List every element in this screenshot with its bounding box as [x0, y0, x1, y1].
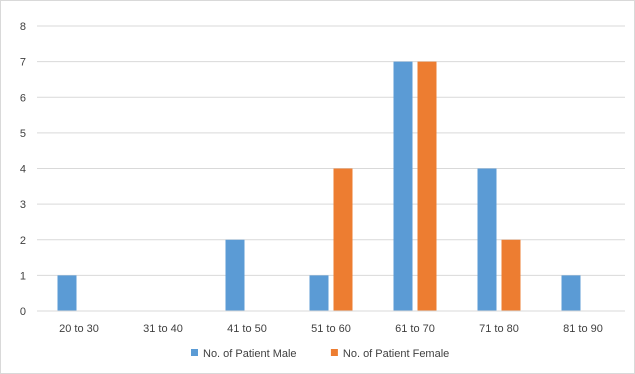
x-tick-label: 61 to 70 [395, 323, 435, 335]
y-tick-label: 2 [20, 235, 26, 247]
x-tick-label: 20 to 30 [59, 323, 99, 335]
bar-male-5 [477, 168, 497, 311]
y-tick-label: 0 [20, 306, 26, 318]
bar-female-3 [333, 168, 353, 311]
y-tick-label: 5 [20, 128, 26, 140]
bar-male-2 [225, 239, 245, 311]
legend-swatch-0 [191, 349, 198, 356]
legend-label-1: No. of Patient Female [343, 348, 449, 360]
y-axis-ticks: 0 1 2 3 4 5 6 7 8 [20, 21, 26, 318]
legend-swatch-1 [330, 349, 338, 356]
x-tick-label: 71 to 80 [479, 323, 519, 335]
bar-male-4 [393, 61, 413, 311]
legend: No. of Patient Male No. of Patient Female [191, 348, 449, 360]
bar-female-4 [417, 61, 437, 311]
x-tick-label: 31 to 40 [143, 323, 183, 335]
bar-male-3 [309, 275, 329, 311]
y-tick-label: 1 [20, 270, 26, 282]
bar-male-0 [57, 275, 77, 311]
x-tick-label: 81 to 90 [563, 323, 603, 335]
x-tick-label: 41 to 50 [227, 323, 267, 335]
bar-female-5 [501, 239, 521, 311]
x-axis-ticks: 20 to 30 31 to 40 41 to 50 51 to 60 61 to 70… [59, 323, 603, 335]
y-tick-label: 3 [20, 199, 26, 211]
y-tick-label: 4 [20, 164, 26, 176]
y-tick-label: 8 [20, 21, 26, 33]
gridlines [37, 25, 625, 276]
legend-label-0: No. of Patient Male [203, 348, 297, 360]
x-tick-label: 51 to 60 [311, 323, 351, 335]
y-tick-label: 6 [20, 92, 26, 104]
bar-male-6 [561, 275, 581, 311]
bars [57, 61, 581, 311]
y-tick-label: 7 [20, 57, 26, 69]
